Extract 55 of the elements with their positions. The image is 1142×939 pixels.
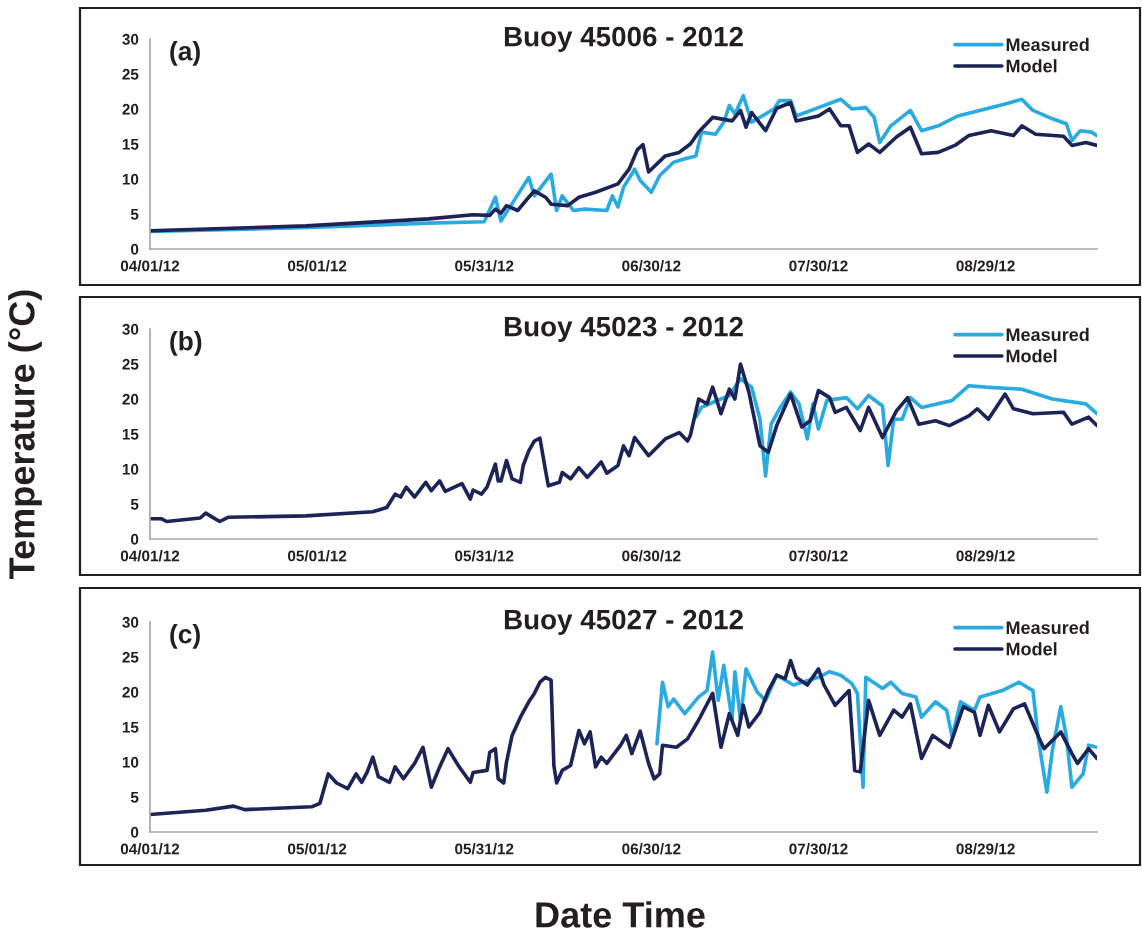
- y-tick-label: 5: [130, 792, 139, 803]
- chart-title: Buoy 45023 - 2012: [504, 316, 743, 342]
- y-tick-label: 0: [131, 243, 139, 255]
- legend-label: Measured: [1006, 620, 1089, 635]
- line-series: [150, 362, 1097, 524]
- x-tick-label: 07/30/12: [789, 550, 848, 562]
- x-tick-label: 05/31/12: [455, 550, 514, 562]
- y-tick-label: 25: [122, 651, 139, 663]
- x-tick-label: 07/30/12: [789, 260, 848, 272]
- legend-label: Model: [1006, 349, 1057, 363]
- legend-label: Model: [1006, 59, 1057, 73]
- y-tick-label: 10: [122, 463, 139, 475]
- x-axis-title: Date Time: [536, 901, 705, 928]
- y-tick-label: 15: [122, 722, 139, 733]
- y-tick-label: 15: [122, 139, 139, 150]
- y-tick-label: 10: [122, 173, 139, 185]
- annotation: (b): [170, 331, 202, 356]
- y-axis-title: Temperature (°C): [8, 290, 42, 579]
- x-tick-label: 08/29/12: [956, 843, 1015, 855]
- x-tick-label: 05/31/12: [455, 843, 514, 855]
- y-tick-label: 20: [122, 393, 139, 405]
- legend-label: Model: [1006, 642, 1057, 656]
- y-tick-label: 5: [130, 499, 139, 510]
- y-tick-label: 25: [122, 68, 139, 80]
- y-tick-label: 0: [131, 533, 139, 545]
- y-tick-label: 30: [122, 323, 139, 335]
- chart-title: Buoy 45006 - 2012: [504, 26, 743, 52]
- y-tick-label: 30: [122, 33, 139, 45]
- chart-title: Buoy 45027 - 2012: [504, 609, 743, 635]
- x-tick-label: 04/01/12: [120, 843, 180, 855]
- y-tick-label: 25: [122, 358, 139, 370]
- line-series: [150, 658, 1097, 817]
- x-tick-label: 08/29/12: [956, 550, 1015, 562]
- x-tick-label: 06/30/12: [622, 843, 681, 855]
- x-tick-label: 04/01/12: [120, 550, 180, 562]
- x-tick-label: 08/29/12: [956, 260, 1015, 272]
- y-tick-label: 15: [122, 429, 139, 440]
- x-tick-label: 04/01/12: [120, 260, 180, 272]
- x-tick-label: 05/01/12: [287, 843, 347, 855]
- x-tick-label: 07/30/12: [789, 843, 848, 855]
- legend-label: Measured: [1006, 327, 1089, 342]
- x-tick-label: 05/31/12: [455, 260, 514, 272]
- y-tick-label: 20: [122, 103, 139, 115]
- x-tick-label: 05/01/12: [287, 260, 347, 272]
- annotation: (c): [170, 624, 200, 649]
- y-tick-label: 5: [130, 209, 139, 220]
- y-tick-label: 10: [122, 756, 139, 768]
- legend-label: Measured: [1006, 37, 1089, 52]
- y-tick-label: 0: [131, 826, 139, 838]
- x-tick-label: 05/01/12: [287, 550, 347, 562]
- y-tick-label: 30: [122, 616, 139, 628]
- x-tick-label: 06/30/12: [622, 260, 681, 272]
- y-tick-label: 20: [122, 686, 139, 698]
- x-tick-label: 06/30/12: [622, 550, 681, 562]
- annotation: (a): [170, 41, 200, 66]
